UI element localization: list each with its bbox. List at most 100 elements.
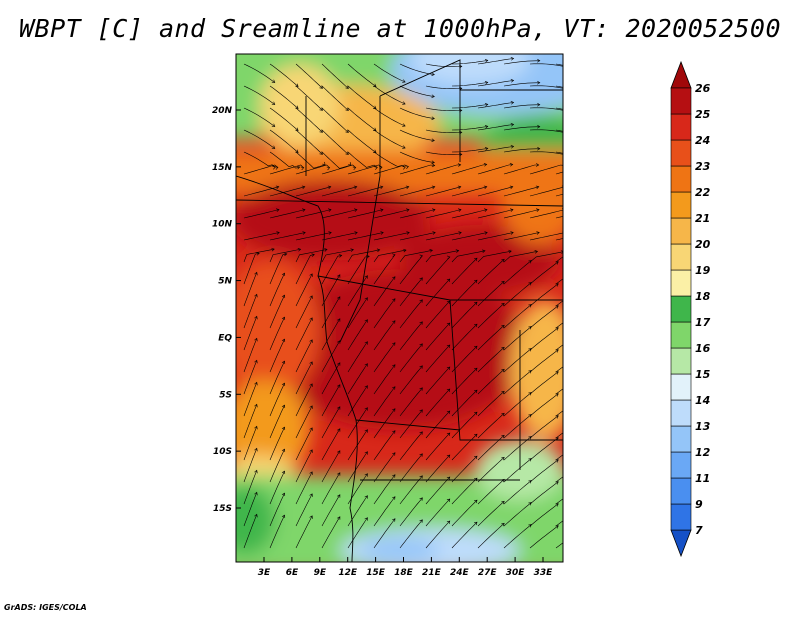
streamline-arrow	[419, 299, 423, 303]
streamline-arrow	[402, 101, 406, 105]
lon-tick-label-2: 9E	[314, 568, 327, 578]
streamline	[451, 186, 487, 197]
streamline-arrow	[302, 231, 306, 235]
streamline	[243, 470, 258, 505]
streamline	[503, 458, 532, 483]
streamline-arrow	[254, 359, 258, 364]
streamline-arrow	[582, 329, 585, 332]
streamline-arrow	[254, 381, 258, 386]
streamline-arrow	[419, 409, 423, 413]
streamline-arrow	[501, 522, 505, 527]
streamline	[555, 322, 563, 329]
streamline	[373, 63, 406, 83]
streamline-arrow	[256, 252, 260, 256]
streamline	[529, 261, 559, 285]
streamline	[321, 450, 341, 483]
streamline-arrow	[311, 253, 315, 257]
streamline-arrow	[474, 389, 478, 394]
streamline-arrow	[254, 469, 258, 474]
colorbar-label-10: 19	[695, 264, 711, 277]
colorbar-swatch-15	[670, 113, 692, 141]
streamline-arrow	[446, 476, 451, 480]
streamline-arrow	[309, 317, 313, 321]
streamline	[425, 63, 462, 67]
streamline	[269, 338, 285, 373]
streamline	[555, 85, 563, 88]
streamline	[269, 492, 285, 527]
streamline-arrow	[309, 471, 313, 475]
streamline	[503, 251, 538, 263]
streamline	[321, 63, 349, 89]
streamline-arrow	[510, 100, 515, 105]
streamline-arrow	[419, 387, 423, 391]
streamline-arrow	[405, 185, 410, 190]
streamline	[243, 514, 258, 549]
streamline-arrow	[535, 185, 540, 190]
streamline	[399, 164, 435, 175]
lon-tick-label-3: 12E	[338, 568, 358, 578]
streamline	[399, 250, 433, 263]
streamline-arrow	[537, 146, 541, 151]
streamline	[555, 498, 563, 505]
streamline	[269, 232, 306, 241]
streamline-arrow	[431, 185, 436, 190]
streamline	[555, 388, 563, 395]
streamline-arrow	[555, 481, 559, 485]
axis-ticks: 3E 6E 9E 12E 15E 18E 21E 24E 27E 30E 33E 20N 15N 10N 5…	[212, 106, 553, 578]
streamline	[451, 148, 488, 153]
streamline	[243, 382, 258, 417]
streamline-arrow	[281, 470, 286, 475]
colorbar-label-7: 16	[695, 342, 711, 355]
streamline-arrow	[337, 450, 341, 454]
streamline-arrow	[509, 185, 514, 190]
streamline	[295, 471, 313, 505]
streamline	[503, 60, 540, 65]
streamline	[399, 107, 435, 119]
streamline-arrow	[281, 382, 286, 387]
streamline-arrow	[327, 185, 332, 190]
colorbar-label-12: 21	[695, 212, 710, 225]
colorbar-label-16: 25	[695, 108, 711, 121]
streamline	[529, 437, 559, 461]
streamline	[373, 249, 407, 263]
colorbar-swatch-7	[670, 321, 692, 349]
streamline	[295, 63, 323, 89]
streamline	[503, 260, 532, 285]
streamline-arrow	[419, 365, 423, 369]
colorbar-swatch-0	[670, 503, 692, 531]
streamline	[269, 316, 285, 351]
streamline	[243, 338, 258, 373]
streamline	[373, 186, 409, 197]
streamline	[555, 542, 563, 549]
streamline-arrow	[372, 149, 377, 153]
streamline	[451, 60, 488, 65]
streamline-arrow	[337, 318, 341, 322]
streamline-arrow	[537, 124, 541, 129]
streamline-arrow	[337, 406, 341, 410]
streamline-arrow	[432, 231, 436, 235]
lat-tick-label-6: 10S	[213, 447, 232, 457]
streamline	[503, 232, 540, 241]
lat-tick-label-0: 20N	[212, 106, 233, 116]
streamline-arrow	[309, 361, 313, 365]
streamline	[321, 151, 352, 169]
streamline-arrow	[446, 520, 451, 524]
streamline	[529, 164, 563, 175]
streamline	[399, 519, 423, 549]
streamline	[425, 278, 451, 307]
lon-tick-label-4: 15E	[366, 568, 386, 578]
streamline-arrow	[302, 208, 306, 212]
streamline	[373, 85, 406, 105]
streamline-arrow	[337, 472, 341, 476]
streamline	[477, 186, 513, 197]
streamline-arrow	[281, 360, 286, 365]
streamline-arrow	[528, 392, 532, 396]
lon-tick-label-1: 6E	[286, 568, 299, 578]
streamline	[399, 151, 435, 163]
streamline	[295, 232, 332, 241]
streamline-arrow	[372, 83, 377, 87]
streamline-arrow	[275, 185, 280, 190]
streamline-arrow	[392, 408, 396, 412]
streamline-arrow	[402, 166, 406, 170]
streamline-arrow	[535, 163, 540, 167]
